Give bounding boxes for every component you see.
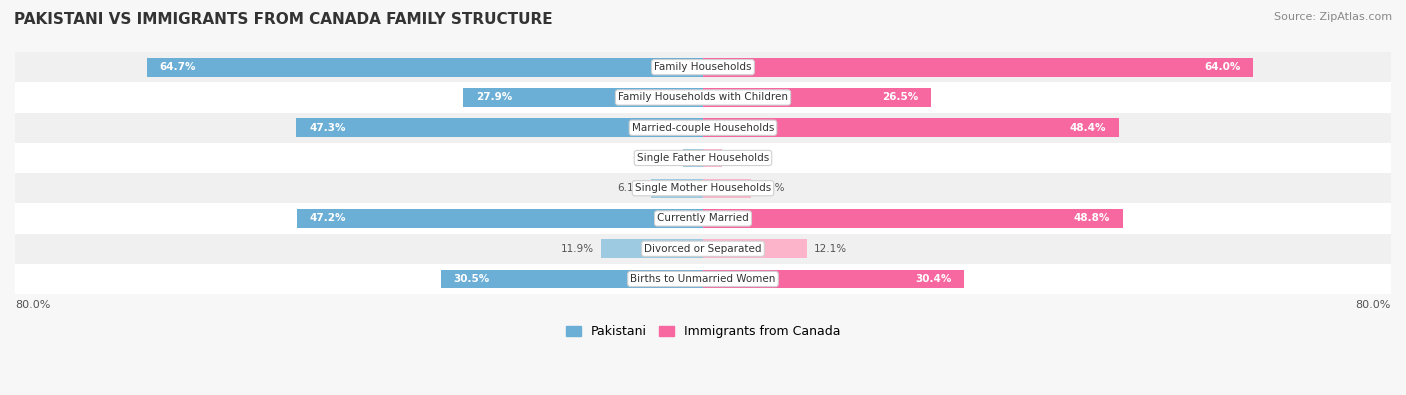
Text: Married-couple Households: Married-couple Households (631, 123, 775, 133)
Text: Single Father Households: Single Father Households (637, 153, 769, 163)
Text: 80.0%: 80.0% (15, 300, 51, 310)
Bar (703, 149, 721, 167)
Bar (297, 118, 703, 137)
Bar (703, 270, 965, 288)
Bar (683, 149, 703, 167)
Text: 64.0%: 64.0% (1204, 62, 1240, 72)
Bar (703, 239, 807, 258)
Text: 64.7%: 64.7% (159, 62, 195, 72)
Text: 6.1%: 6.1% (617, 183, 644, 193)
Bar (651, 179, 703, 198)
Bar (15, 143, 1391, 173)
Text: 48.4%: 48.4% (1070, 123, 1107, 133)
Text: 47.2%: 47.2% (309, 213, 346, 224)
Bar (703, 209, 1122, 228)
Text: 2.2%: 2.2% (728, 153, 755, 163)
Bar (703, 88, 931, 107)
Text: Divorced or Separated: Divorced or Separated (644, 244, 762, 254)
Text: 11.9%: 11.9% (561, 244, 593, 254)
Bar (15, 173, 1391, 203)
Text: 47.3%: 47.3% (309, 123, 346, 133)
Legend: Pakistani, Immigrants from Canada: Pakistani, Immigrants from Canada (561, 320, 845, 343)
Text: 12.1%: 12.1% (814, 244, 846, 254)
Bar (15, 203, 1391, 233)
Text: 27.9%: 27.9% (477, 92, 512, 102)
Bar (463, 88, 703, 107)
Text: 5.6%: 5.6% (758, 183, 785, 193)
Text: Family Households: Family Households (654, 62, 752, 72)
Text: Currently Married: Currently Married (657, 213, 749, 224)
Text: 26.5%: 26.5% (882, 92, 918, 102)
Text: Source: ZipAtlas.com: Source: ZipAtlas.com (1274, 12, 1392, 22)
Text: Family Households with Children: Family Households with Children (619, 92, 787, 102)
Bar (146, 58, 703, 77)
Bar (703, 118, 1119, 137)
Text: 48.8%: 48.8% (1073, 213, 1109, 224)
Text: 80.0%: 80.0% (1355, 300, 1391, 310)
Text: Single Mother Households: Single Mother Households (636, 183, 770, 193)
Text: Births to Unmarried Women: Births to Unmarried Women (630, 274, 776, 284)
Bar (15, 264, 1391, 294)
Bar (15, 113, 1391, 143)
Bar (600, 239, 703, 258)
Text: 2.3%: 2.3% (650, 153, 676, 163)
Bar (297, 209, 703, 228)
Text: PAKISTANI VS IMMIGRANTS FROM CANADA FAMILY STRUCTURE: PAKISTANI VS IMMIGRANTS FROM CANADA FAMI… (14, 12, 553, 27)
Bar (15, 82, 1391, 113)
Text: 30.5%: 30.5% (454, 274, 489, 284)
Bar (440, 270, 703, 288)
Bar (15, 52, 1391, 82)
Bar (703, 179, 751, 198)
Bar (703, 58, 1253, 77)
Text: 30.4%: 30.4% (915, 274, 952, 284)
Bar (15, 233, 1391, 264)
